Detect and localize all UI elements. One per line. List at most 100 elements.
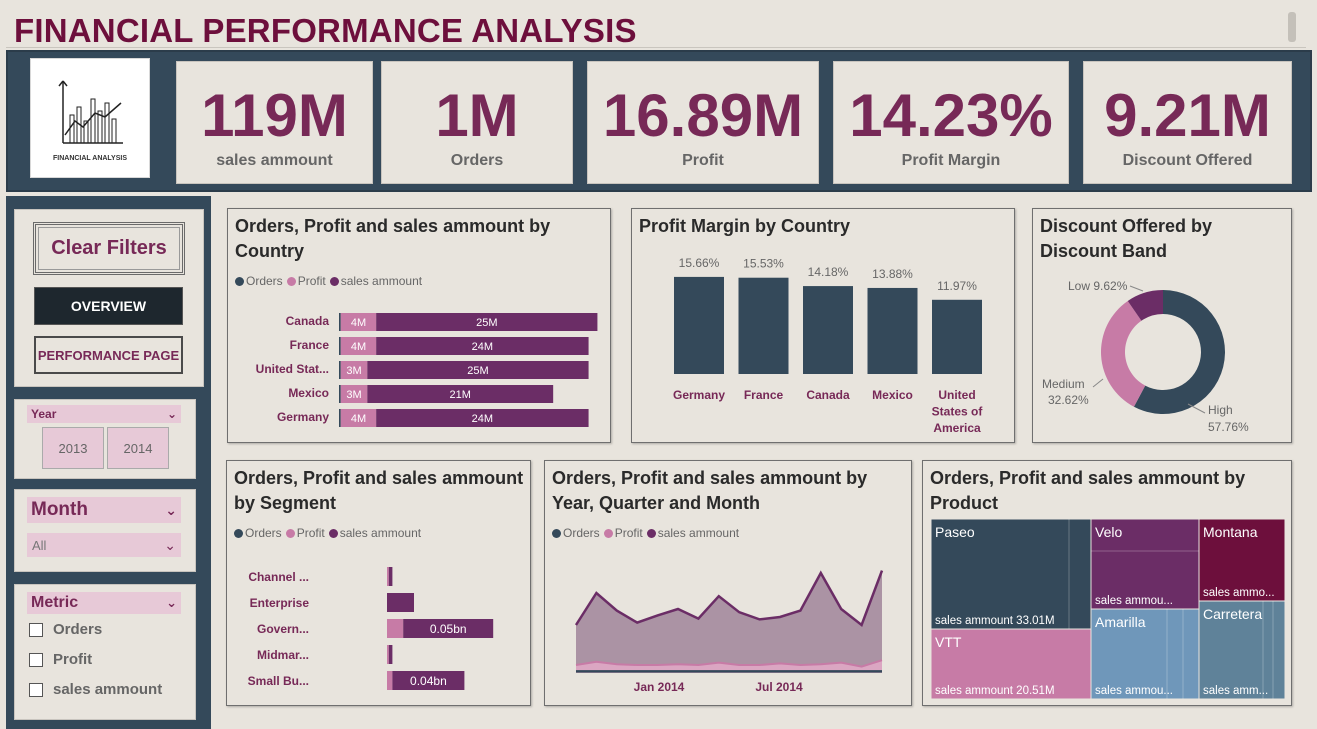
product-treemap-card: Orders, Profit and sales ammount by Prod… [922,460,1292,706]
bar-orders [339,313,341,331]
overview-button[interactable]: OVERVIEW [34,287,183,325]
bar-orders [339,385,341,403]
kpi-card-profit: 16.89M Profit [587,61,819,184]
treemap-label-carretera: Carretera [1203,606,1262,622]
leader-line [1187,403,1206,414]
donut-slice-low [1127,290,1163,321]
bar-profit [340,385,368,403]
legend-item-orders: Orders [552,526,600,540]
logo-caption: FINANCIAL ANALYSIS [52,155,128,162]
data-label: 15.53% [743,257,784,271]
treemap-label-velo: Velo [1095,524,1122,540]
checkbox[interactable] [29,682,43,697]
bar-sales [388,645,393,664]
category-label: States of [932,405,984,419]
category-label: Canada [286,314,330,328]
bar-sales [403,619,494,638]
chevron-down-icon: ⌄ [164,536,176,553]
year-slicer-label: Year [31,407,57,421]
page-title: FINANCIAL PERFORMANCE ANALYSIS [14,12,637,49]
kpi-card-discount: 9.21M Discount Offered [1083,61,1292,184]
checkbox[interactable] [29,622,43,637]
treemap-label-montana: Montana [1203,524,1258,540]
bar-sales [392,671,465,690]
product-treemap: Paseo sales ammount 33.01M VTT sales ammoun… [930,518,1286,700]
chart-title: Orders, Profit and sales ammount by Coun… [235,216,551,261]
country-bar-chart: Canada 4M 25M France 4M 24M United Stat... 3M 25… [256,313,598,427]
checkbox[interactable] [29,652,43,667]
month-dropdown-value: All [32,537,47,553]
legend-item-profit: Profit [286,274,326,288]
discount-band-chart-card: Discount Offered by Discount Band High 57… [1032,208,1292,443]
x-tick-label: Jan 2014 [634,680,685,694]
data-label: 3M [346,389,361,401]
line-sales [574,570,884,628]
clear-filters-button[interactable]: Clear Filters [33,222,185,275]
category-label: Govern... [257,622,309,636]
metric-option-sales[interactable]: sales ammount [29,681,162,698]
data-label: 3M [346,365,361,377]
bar-orders [339,361,341,379]
legend-item-orders: Orders [234,526,282,540]
treemap-label-paseo: Paseo [935,524,975,540]
kpi-value: 1M [435,82,519,149]
treemap-value-velo: sales ammou... [1095,595,1173,607]
category-label: Channel ... [248,570,309,584]
bar-sales [387,593,414,612]
data-label: 15.66% [679,256,720,270]
treemap-value-amarilla: sales ammou... [1095,685,1173,697]
title-bar: FINANCIAL PERFORMANCE ANALYSIS [6,6,1306,49]
year-slicer-header[interactable]: Year ⌄ [27,405,181,423]
performance-page-button[interactable]: PERFORMANCE PAGE [34,336,183,374]
metric-option-profit[interactable]: Profit [29,651,92,668]
donut-label-high-name: High [1208,403,1233,417]
data-label: 0.04bn [410,674,447,688]
category-label: Midmar... [257,648,309,662]
bar-sales [376,409,589,427]
legend-item-sales: sales ammount [646,526,739,540]
leader-line [1092,378,1104,388]
bar-profit [340,361,368,379]
category-label: Germany [277,410,329,424]
year-option-2014[interactable]: 2014 [107,427,169,469]
legend-item-sales: sales ammount [329,274,422,288]
treemap-value-montana: sales ammo... [1203,587,1275,599]
treemap-label-vtt: VTT [935,634,962,650]
donut-label-medium-name: Medium [1042,377,1085,391]
year-option-2013[interactable]: 2013 [42,427,104,469]
line-profit [575,659,883,668]
bar-profit [340,337,377,355]
category-label: Small Bu... [248,674,309,688]
data-label: 24M [472,413,493,425]
metric-option-orders[interactable]: Orders [29,621,102,638]
category-label: Enterprise [250,596,310,610]
donut-label-low: Low 9.62% [1068,279,1128,293]
month-slicer-header[interactable]: Month ⌄ [27,497,181,523]
category-label: United [938,388,975,402]
category-label: United Stat... [256,362,329,376]
metric-slicer-header[interactable]: Metric ⌄ [27,592,181,614]
bar-orders [339,337,341,355]
legend-item-sales: sales ammount [328,526,421,540]
donut-label-high-value: 57.76% [1208,420,1249,434]
category-label: America [933,421,981,435]
chart-title: Orders, Profit and sales ammount by Year… [552,468,868,513]
metric-option-label: Orders [53,621,103,638]
data-label: 4M [351,317,366,329]
bar-profit-margin [674,276,724,374]
treemap-tile-paseo [930,518,1092,630]
kpi-label: Profit Margin [901,152,1001,169]
kpi-label: sales ammount [216,152,333,169]
bar-orders [339,409,341,427]
scrollbar[interactable] [1288,12,1296,42]
bar-profit [387,645,389,664]
legend-item-profit: Profit [285,526,325,540]
data-label: 14.18% [808,265,849,279]
chevron-down-icon: ⌄ [166,407,177,421]
category-label: Mexico [288,386,329,400]
bar-profit-margin [803,286,853,374]
bar-profit-margin [738,277,789,374]
chevron-down-icon: ⌄ [166,595,177,610]
time-series-chart-card: Orders, Profit and sales ammount by Year… [544,460,912,706]
month-dropdown[interactable]: All ⌄ [27,533,181,557]
